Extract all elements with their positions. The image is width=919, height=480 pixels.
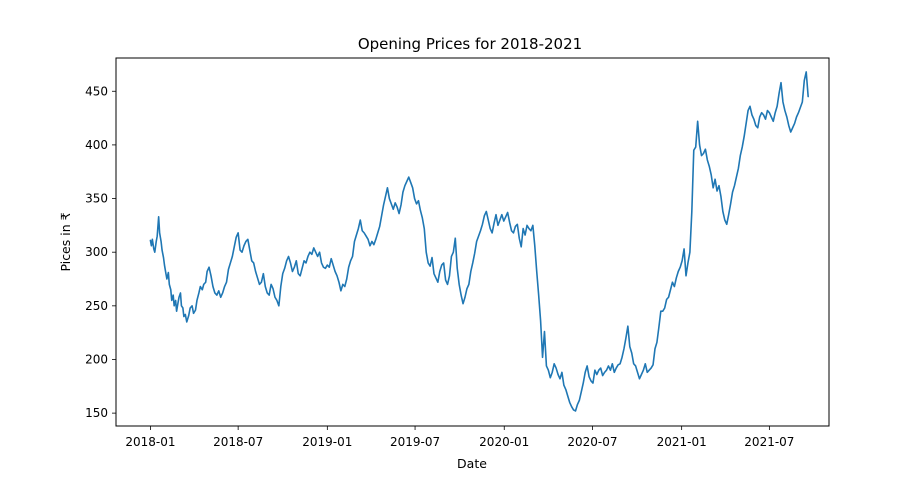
- x-tick-label: 2021-07: [744, 435, 794, 449]
- x-tick-label: 2019-07: [390, 435, 440, 449]
- y-tick-label: 200: [85, 352, 108, 366]
- x-tick-label: 2020-07: [567, 435, 617, 449]
- x-tick-label: 2020-01: [479, 435, 529, 449]
- y-tick-label: 450: [85, 84, 108, 98]
- x-tick-label: 2018-07: [213, 435, 263, 449]
- x-tick-label: 2018-01: [125, 435, 175, 449]
- y-tick-label: 300: [85, 245, 108, 259]
- x-tick-label: 2019-01: [302, 435, 352, 449]
- x-axis-label: Date: [457, 456, 487, 471]
- y-tick-label: 250: [85, 299, 108, 313]
- chart-title: Opening Prices for 2018-2021: [358, 35, 582, 53]
- x-tick-label: 2021-01: [657, 435, 707, 449]
- y-tick-label: 400: [85, 138, 108, 152]
- y-axis-ticks: 150 200 250 300 350 400 450: [85, 84, 116, 420]
- series-line-opening-price: [149, 71, 809, 412]
- y-tick-label: 350: [85, 192, 108, 206]
- x-axis-ticks: 2018-01 2018-07 2019-01 2019-07 2020-01 2020-…: [125, 426, 794, 449]
- y-tick-label: 150: [85, 406, 108, 420]
- plot-area: [115, 57, 830, 427]
- y-axis-label: Pices in ₹: [58, 212, 73, 271]
